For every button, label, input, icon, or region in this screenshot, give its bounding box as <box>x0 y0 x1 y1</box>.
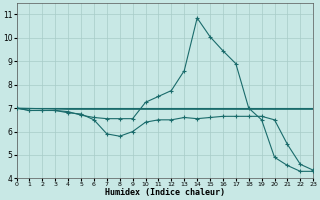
X-axis label: Humidex (Indice chaleur): Humidex (Indice chaleur) <box>105 188 225 197</box>
